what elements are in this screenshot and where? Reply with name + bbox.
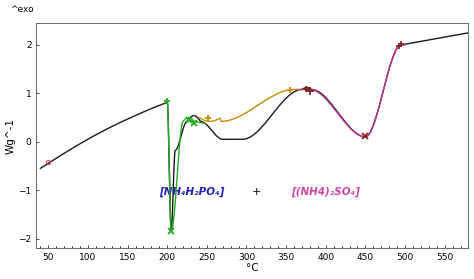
Text: ^exo: ^exo <box>10 5 34 14</box>
Text: +: + <box>252 187 262 197</box>
Y-axis label: Wg^-1: Wg^-1 <box>6 118 16 154</box>
X-axis label: °C: °C <box>246 263 259 273</box>
Text: [(NH4)₂SO₄]: [(NH4)₂SO₄] <box>292 187 360 197</box>
Text: [NH₄H₂PO₄]: [NH₄H₂PO₄] <box>159 187 225 197</box>
